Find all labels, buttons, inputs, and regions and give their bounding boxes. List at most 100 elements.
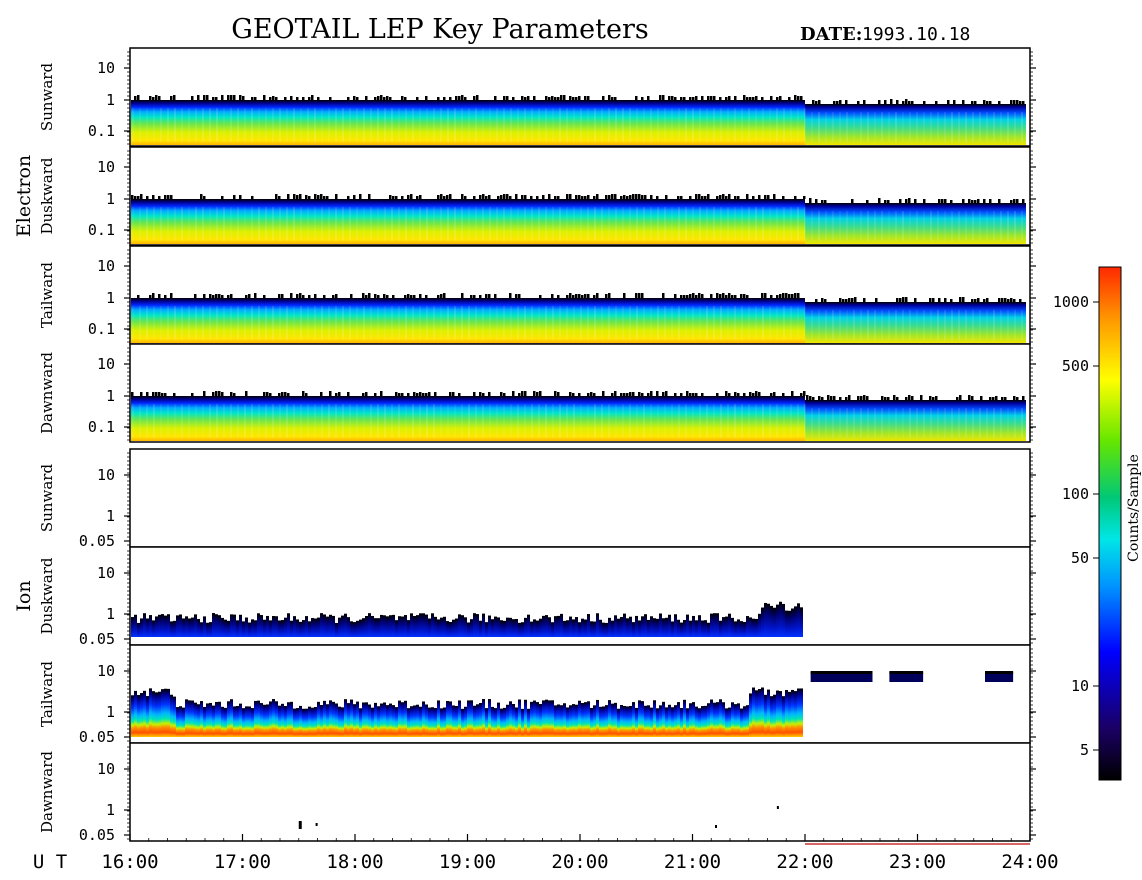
spectrum-edge (368, 194, 371, 199)
species-label-electron: Electron (13, 155, 35, 237)
spectrum-texture (818, 408, 820, 438)
spectrum-texture (216, 404, 218, 438)
spectrum-column (746, 705, 749, 737)
spectrum-edge (413, 295, 416, 298)
spectrum-column (539, 618, 542, 637)
spectrum-column (728, 707, 731, 737)
spectrum-edge (566, 295, 569, 298)
spectrum-edge (425, 393, 428, 396)
spectrum-texture (671, 108, 673, 142)
spectrum-column (191, 700, 194, 737)
spectrum-texture (286, 108, 288, 142)
spectrum-edge (239, 95, 242, 100)
spectrum-column (755, 690, 758, 737)
spectrum-column (785, 690, 788, 737)
spectrum-column (401, 702, 404, 737)
spectrum-texture (825, 408, 827, 438)
spectrum-texture (881, 112, 883, 142)
spectrum-column (653, 700, 656, 737)
spectrum-column (761, 687, 764, 737)
spectrum-column (731, 617, 734, 637)
spectrum-texture (818, 211, 820, 241)
spectrum-texture (223, 108, 225, 142)
spectrum-texture (391, 207, 393, 241)
spectrum-edge (788, 294, 791, 298)
spectrum-texture (720, 404, 722, 438)
spectrum-edge (554, 97, 557, 100)
spectrum-texture (503, 108, 505, 142)
spectrum-texture (265, 207, 267, 241)
spectrum-edge (725, 97, 728, 100)
spectrum-texture (447, 306, 449, 340)
spectrum-edge (410, 194, 413, 199)
spectrum-edge (815, 199, 818, 203)
spectrum-texture (797, 207, 799, 241)
spectrum-texture (433, 404, 435, 438)
spectrum-edge (254, 293, 257, 298)
date-value: 1993.10.18 (862, 24, 970, 45)
spectrum-texture (307, 306, 309, 340)
spectrum-texture (965, 408, 967, 438)
spectrum-texture (342, 207, 344, 241)
spectrum-column (317, 701, 320, 737)
spectrum-edge (824, 299, 827, 302)
spectrum-column (524, 617, 527, 637)
spectrum-edge (770, 96, 773, 100)
spectrum-column (422, 613, 425, 637)
spectrum-column (272, 699, 275, 737)
spectrum-column (566, 620, 569, 637)
spectrum-texture (265, 404, 267, 438)
spectrum-texture (580, 306, 582, 340)
spectrum-column (614, 702, 617, 737)
spectrum-column (509, 617, 512, 637)
spectrum-column (251, 708, 254, 737)
spectrum-edge (326, 196, 329, 199)
spectrum-column (506, 704, 509, 737)
spectrum-edge (650, 391, 653, 396)
spectrum-column (281, 620, 284, 637)
spectrum-column (524, 699, 527, 737)
spectrum-texture (629, 108, 631, 142)
spectrum-column (515, 619, 518, 637)
spectrum-texture (860, 408, 862, 438)
spectrum-edge (977, 199, 980, 203)
spectrum-column (284, 706, 287, 737)
spectrum-column (551, 622, 554, 637)
spectrum-edge (614, 194, 617, 199)
spectrum-texture (412, 306, 414, 340)
spectrum-column (788, 610, 791, 637)
spectrum-edge (488, 392, 491, 396)
spectrum-column (626, 618, 629, 637)
spectrum-edge (392, 295, 395, 298)
spectrum-texture (650, 108, 652, 142)
spectrum-column (620, 617, 623, 637)
spectrum-column (485, 708, 488, 737)
spectrum-edge (839, 397, 842, 400)
spectrum-edge (689, 97, 692, 100)
spectrum-texture (538, 108, 540, 142)
spectrum-texture (482, 404, 484, 438)
spectrum-texture (279, 207, 281, 241)
spectrum-edge (206, 95, 209, 100)
spectrum-edge (689, 196, 692, 199)
spectrum-edge (533, 96, 536, 100)
spectrum-column (641, 701, 644, 737)
spectrum-edge (305, 393, 308, 396)
spectrum-edge (287, 393, 290, 396)
spectrum-column (560, 613, 563, 637)
spectrum-column (305, 708, 308, 737)
spectrum-column (188, 700, 191, 737)
spectrum-edge (914, 298, 917, 302)
spectrum-edge (203, 95, 206, 100)
spectrum-column (782, 696, 785, 737)
spectrum-edge (638, 392, 641, 396)
spectrum-column (236, 620, 239, 637)
spectrum-column (704, 705, 707, 737)
spectrum-edge (743, 393, 746, 396)
spectrum-column (668, 704, 671, 737)
spectrum-edge (320, 194, 323, 199)
spectrum-patch (810, 672, 873, 682)
spectrum-texture (867, 310, 869, 340)
spectrum-texture (979, 408, 981, 438)
